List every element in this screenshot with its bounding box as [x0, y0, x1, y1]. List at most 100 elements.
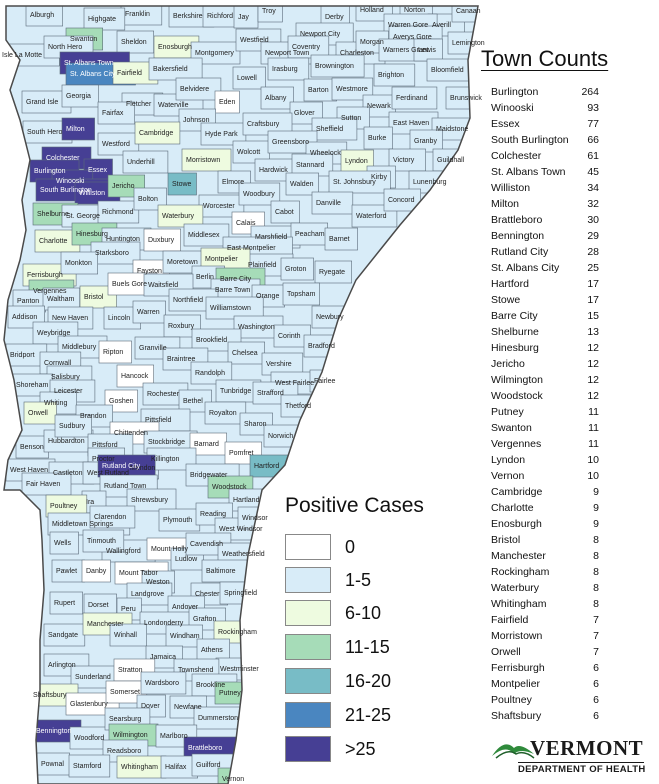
town-polygon [388, 148, 427, 172]
town-label: Cambridge [139, 130, 174, 137]
town-count-name: St. Albans Town [491, 166, 566, 178]
town-label: Hartford [254, 463, 280, 470]
town-label: Marlboro [160, 733, 188, 740]
town-count-value: 6 [593, 662, 599, 674]
town-count-name: Essex [491, 118, 520, 130]
town-label: Norton [404, 7, 426, 14]
town-count-row: Essex 77 [491, 116, 599, 132]
town-count-name: Swanton [491, 422, 532, 434]
town-count-row: Brattleboro 30 [491, 212, 599, 228]
town-label: Sharon [244, 421, 267, 428]
town-label: Rutland Town [104, 483, 147, 490]
town-count-value: 10 [587, 470, 599, 482]
town-label: Windsor [242, 515, 268, 522]
town-count-row: Bennington 29 [491, 228, 599, 244]
town-label: Charleston [340, 50, 374, 57]
town-label: Londonderry [144, 620, 184, 627]
town-label: Cavendish [190, 541, 224, 548]
town-label: Stamford [73, 763, 102, 770]
town-count-value: 9 [593, 486, 599, 498]
town-label: Shoreham [16, 382, 49, 389]
town-count-name: Enosburgh [491, 518, 542, 530]
town-polygon [282, 282, 321, 306]
town-label: Pownal [41, 761, 64, 768]
town-count-row: Burlington 264 [491, 84, 599, 100]
town-label: Hyde Park [205, 131, 238, 138]
town-label: Brookfield [196, 337, 228, 344]
town-label: Orange [256, 293, 280, 300]
town-label: Burlington [34, 168, 66, 175]
town-label: Leicester [54, 388, 83, 395]
legend-swatch [285, 736, 331, 762]
town-label: Bethel [183, 398, 203, 405]
town-label: Barton [308, 87, 329, 94]
town-count-row: Hartford 17 [491, 276, 599, 292]
town-polygon [324, 227, 358, 251]
town-count-name: Milton [491, 198, 520, 210]
town-counts-list: Burlington 264 Winooski 93 Essex 77 South Burl… [491, 84, 599, 724]
town-count-row: Bristol 8 [491, 532, 599, 548]
town-count-row: Rockingham 8 [491, 564, 599, 580]
town-count-name: Waterbury [491, 582, 540, 594]
town-count-name: Rutland City [491, 246, 549, 258]
town-label: Plymouth [163, 517, 193, 524]
town-polygon [190, 41, 241, 65]
town-label: Lunenburg [413, 179, 447, 186]
town-label: Wallingford [106, 548, 141, 555]
town-label: Berkshire [173, 13, 203, 20]
town-count-name: Burlington [491, 86, 539, 98]
town-label: Sandgate [48, 632, 78, 639]
town-label: Morristown [186, 157, 221, 164]
town-label: Proctor [92, 456, 115, 463]
town-label: Bradford [308, 343, 335, 350]
town-polygon [451, 6, 478, 23]
town-polygon [61, 117, 95, 141]
town-label: Warren Gore [388, 22, 429, 29]
town-count-name: Lyndon [491, 454, 526, 466]
town-polygon [79, 285, 118, 309]
town-label: Guilford [196, 762, 221, 769]
town-count-name: Wilmington [491, 374, 543, 386]
legend-item: 1-5 [285, 567, 371, 593]
town-polygon [122, 150, 169, 174]
state-outline [3, 5, 479, 784]
town-polygon [81, 559, 111, 583]
town-label: Granville [139, 345, 167, 352]
town-label: Peacham [295, 231, 325, 238]
town-polygon [104, 389, 138, 413]
town-polygon [310, 54, 365, 78]
town-polygon [183, 223, 230, 247]
town-label: Swanton [70, 36, 98, 43]
town-label: Ferrisburgh [27, 272, 63, 279]
town-polygon [285, 172, 319, 196]
town-label: Andover [172, 604, 199, 611]
town-label: Buels Gore [112, 281, 148, 288]
town-count-row: Ferrisburgh 6 [491, 660, 599, 676]
town-count-value: 25 [587, 262, 599, 274]
town-label: Bridgewater [190, 472, 228, 479]
town-label: Wheelock [310, 150, 341, 157]
town-count-name: Shaftsbury [491, 710, 542, 722]
town-count-name: Ferrisburgh [491, 662, 545, 674]
town-count-value: 7 [593, 630, 599, 642]
town-label: Irasburg [272, 66, 298, 73]
legend-swatch [285, 668, 331, 694]
town-label: Ripton [103, 349, 124, 356]
town-polygon [409, 129, 443, 153]
town-label: Weybridge [37, 330, 71, 337]
town-count-row: St. Albans City 25 [491, 260, 599, 276]
town-label: Monkton [65, 260, 92, 267]
town-count-name: Stowe [491, 294, 521, 306]
town-polygon [97, 101, 136, 125]
town-label: Isle La Motte [2, 52, 43, 59]
town-label: Averys Gore [393, 34, 432, 41]
town-label: Berlin [196, 274, 214, 281]
town-label: Wilmington [113, 732, 148, 739]
town-count-value: 12 [587, 358, 599, 370]
logo-subtitle: DEPARTMENT OF HEALTH [518, 764, 646, 775]
town-label: Ferdinand [396, 95, 428, 102]
town-label: South Hero [27, 129, 63, 136]
town-count-value: 7 [593, 614, 599, 626]
town-count-name: Colchester [491, 150, 542, 162]
town-label: Townshend [178, 667, 214, 674]
